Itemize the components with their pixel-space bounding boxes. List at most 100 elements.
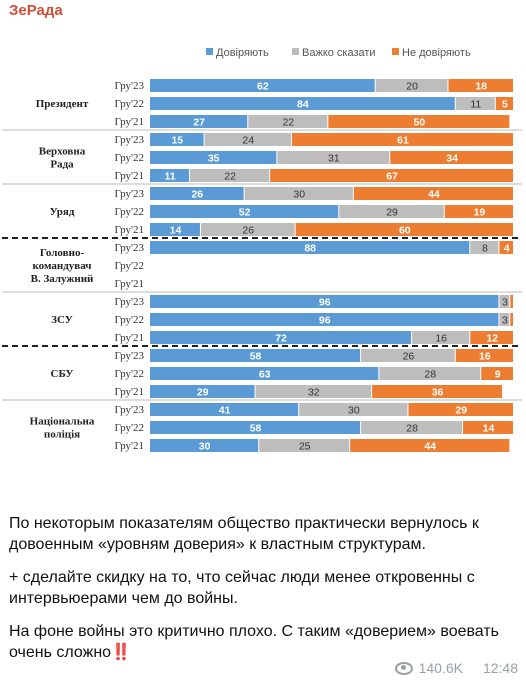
bar-value-label: 96: [319, 315, 331, 327]
bar-value-label: 11: [164, 171, 175, 183]
bar-value-label: 52: [239, 207, 251, 219]
bar-segment: [150, 241, 470, 254]
bar-segment: [200, 223, 295, 236]
group-label: поліція: [44, 429, 80, 441]
bar-segment: [455, 97, 495, 110]
period-label: Гру'21: [114, 116, 144, 128]
bar-segment: [339, 205, 444, 218]
bar-value-label: 27: [193, 117, 205, 129]
bar-segment: [350, 439, 510, 452]
group-label: Головно-: [40, 247, 85, 259]
bar-segment: [150, 439, 259, 452]
bar-segment: [372, 385, 503, 398]
group-label: командувач: [32, 260, 91, 272]
bar-value-label: 29: [386, 207, 398, 219]
bar-value-label: 14: [170, 225, 182, 237]
period-label: Гру'22: [114, 206, 144, 218]
legend-label: Довіряють: [216, 47, 269, 59]
bar-value-label: 28: [406, 423, 418, 435]
bar-value-label: 34: [446, 153, 458, 165]
bar-value-label: 44: [428, 189, 440, 201]
post-time: 12:48: [482, 660, 518, 676]
bar-segment: [277, 151, 390, 164]
bar-segment: [448, 79, 513, 92]
bar-value-label: 11: [470, 99, 481, 111]
period-label: Гру'23: [114, 296, 144, 308]
post-paragraph-3-text: На фоне войны это критично плохо. С таки…: [9, 623, 500, 661]
bar-segment: [353, 187, 513, 200]
group-label: Уряд: [50, 206, 75, 218]
bar-segment: [499, 313, 510, 326]
bar-segment: [299, 403, 408, 416]
bar-value-label: 4: [504, 243, 510, 255]
bar-value-label: 16: [479, 351, 491, 363]
bar-value-label: 8: [482, 243, 488, 255]
period-label: Гру'22: [114, 260, 144, 272]
bar-segment: [150, 151, 277, 164]
bar-segment: [379, 367, 481, 380]
bar-value-label: 26: [191, 189, 203, 201]
legend-swatch: [206, 48, 213, 55]
bar-value-label: 26: [242, 225, 254, 237]
bar-value-label: 88: [304, 243, 316, 255]
bar-segment: [150, 385, 255, 398]
period-label: Гру'21: [114, 332, 144, 344]
bar-value-label: 18: [475, 81, 487, 93]
double-exclamation-icon: ‼️: [111, 644, 131, 661]
bar-segment: [499, 241, 513, 254]
post-text: По некоторым показателям общество практи…: [9, 480, 519, 675]
eye-icon: [394, 661, 413, 675]
bar-value-label: 12: [486, 333, 498, 345]
legend-label: Не довіряють: [402, 47, 471, 59]
post-paragraph-3: На фоне войны это критично плохо. С таки…: [9, 621, 519, 663]
bar-segment: [361, 421, 463, 434]
bar-segment: [375, 79, 448, 92]
legend-swatch: [292, 48, 299, 55]
period-label: Гру'23: [114, 134, 144, 146]
bar-value-label: 61: [397, 135, 409, 147]
post-paragraph-2: + сделайте скидку на то, что сейчас люди…: [9, 569, 475, 607]
bar-segment: [150, 313, 499, 326]
channel-title[interactable]: ЗеРада: [9, 2, 63, 19]
bar-segment: [499, 295, 510, 308]
bar-value-label: 30: [348, 405, 360, 417]
bar-segment: [150, 223, 200, 236]
bar-value-label: 31: [328, 153, 340, 165]
bar-value-label: 16: [435, 333, 447, 345]
post-meta: 140.6K 12:48: [394, 660, 518, 676]
bar-segment: [270, 169, 513, 182]
period-label: Гру'23: [114, 242, 144, 254]
views-count: 140.6K: [418, 660, 463, 676]
bar-segment: [328, 115, 510, 128]
period-label: Гру'21: [114, 386, 144, 398]
bar-value-label: 67: [386, 171, 398, 183]
bar-value-label: 14: [483, 423, 495, 435]
period-label: Гру'21: [114, 440, 144, 452]
bar-value-label: 58: [250, 423, 262, 435]
bar-segment: [495, 97, 513, 110]
bar-segment: [150, 403, 299, 416]
bar-segment: [470, 331, 513, 344]
group-label: ЗСУ: [51, 314, 73, 326]
bar-value-label: 22: [282, 117, 294, 129]
post-paragraph-1: [9, 480, 519, 501]
bar-value-label: 60: [399, 225, 411, 237]
group-label: Президент: [36, 98, 89, 110]
bar-segment: [150, 205, 339, 218]
bar-value-label: 96: [319, 297, 331, 309]
bar-segment: [204, 133, 291, 146]
group-label: Національна: [30, 416, 95, 428]
bar-segment: [150, 295, 499, 308]
bar-segment: [510, 313, 513, 326]
bar-value-label: 22: [224, 171, 236, 183]
ukraine-flag-icon: [9, 484, 26, 496]
legend-label: Важко сказати: [302, 47, 376, 59]
bar-segment: [248, 115, 328, 128]
bar-segment: [481, 367, 513, 380]
bar-value-label: 63: [259, 369, 271, 381]
bar-value-label: 72: [275, 333, 287, 345]
bar-segment: [444, 205, 513, 218]
bar-segment: [510, 295, 513, 308]
post-paragraph-1-text: По некоторым показателям общество практи…: [9, 515, 479, 553]
bar-segment: [150, 97, 455, 110]
